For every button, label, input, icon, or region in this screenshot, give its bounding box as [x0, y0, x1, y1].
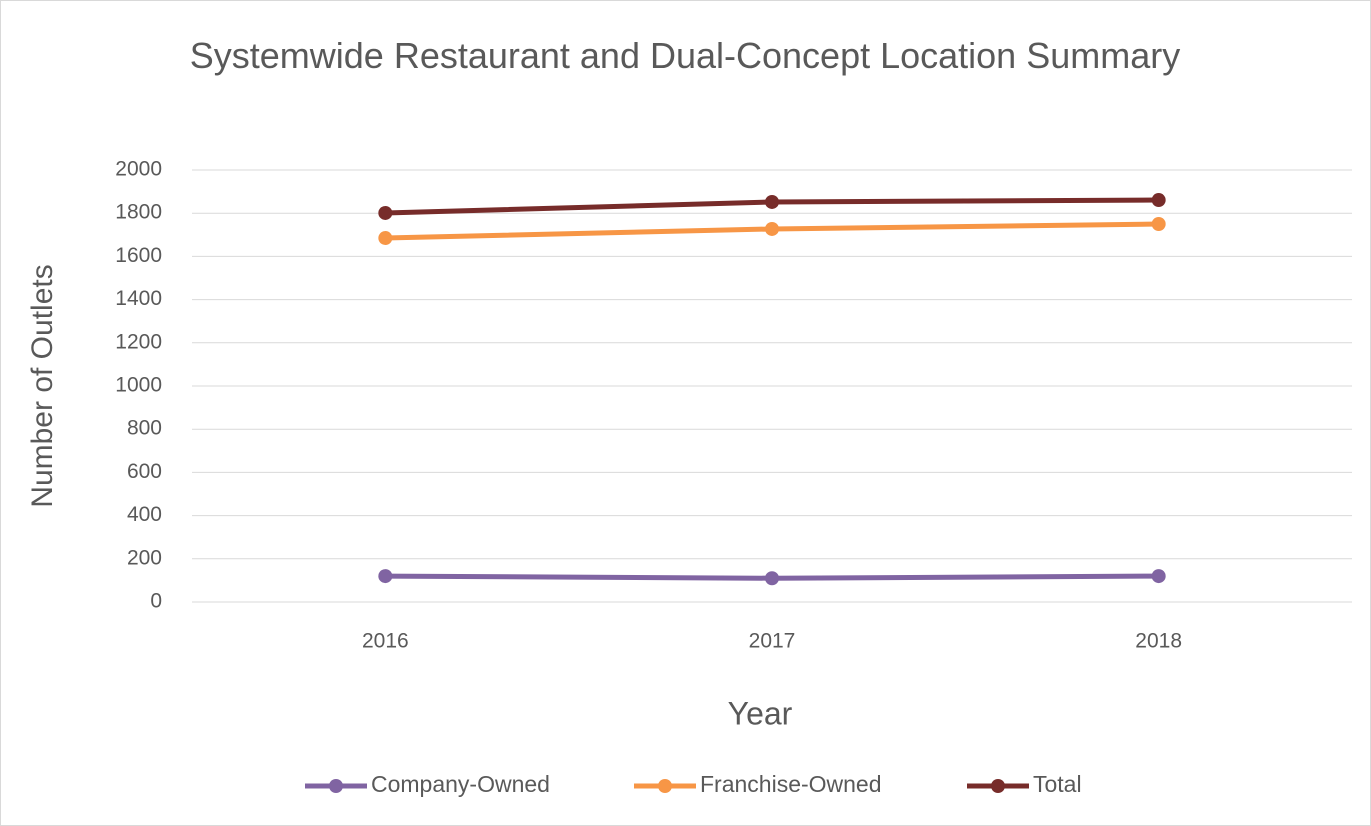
data-point — [1151, 193, 1166, 208]
data-point — [765, 221, 779, 236]
x-axis-label: Year — [728, 695, 793, 731]
y-tick-label: 1200 — [115, 330, 162, 353]
y-tick-label: 1400 — [115, 287, 162, 310]
y-tick-label: 200 — [127, 546, 162, 569]
y-tick-label: 0 — [150, 590, 162, 613]
y-tick-label: 600 — [127, 460, 162, 483]
y-tick-label: 2000 — [115, 158, 162, 181]
chart-title: Systemwide Restaurant and Dual-Concept L… — [189, 35, 1181, 76]
y-tick-label: 1000 — [115, 374, 162, 397]
x-tick-label: 2018 — [1135, 630, 1182, 653]
data-point — [1151, 569, 1166, 584]
x-tick-label: 2017 — [749, 630, 796, 653]
y-tick-label: 1800 — [115, 201, 162, 224]
legend-label: Franchise-Owned — [700, 771, 882, 797]
x-tick-label: 2016 — [362, 630, 409, 653]
data-point — [378, 569, 393, 584]
legend-marker — [329, 779, 343, 793]
data-point — [765, 194, 779, 209]
legend-label: Company-Owned — [371, 771, 550, 797]
legend-marker — [658, 779, 672, 793]
data-point — [378, 205, 393, 220]
y-axis-label: Number of Outlets — [26, 264, 59, 507]
data-point — [1151, 217, 1166, 231]
legend-label: Total — [1033, 771, 1082, 797]
data-point — [765, 571, 779, 586]
y-tick-label: 800 — [127, 417, 162, 440]
legend-marker — [991, 779, 1005, 793]
y-tick-label: 1600 — [115, 244, 162, 267]
data-point — [378, 231, 393, 246]
y-tick-label: 400 — [127, 503, 162, 526]
